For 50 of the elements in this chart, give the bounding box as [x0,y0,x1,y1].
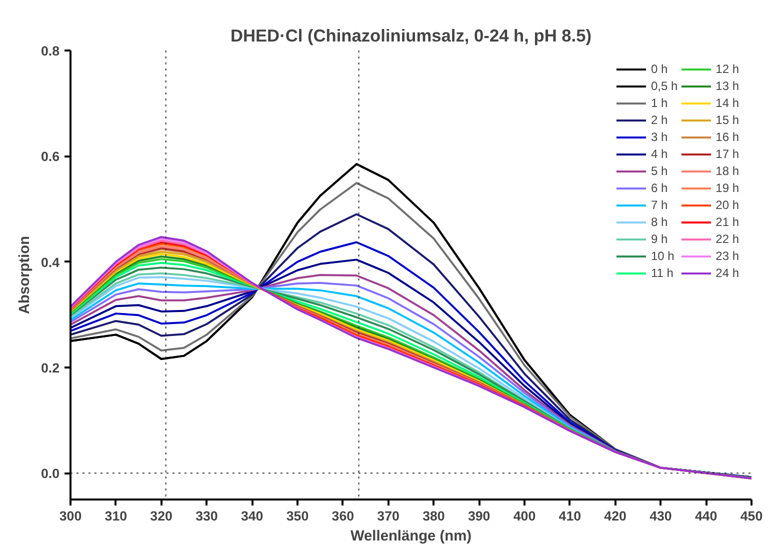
legend-label: 13 h [716,79,739,93]
legend-label: 10 h [650,249,674,263]
x-tick-label: 340 [240,508,264,524]
legend-label: 12 h [716,62,739,76]
x-tick-label: 310 [104,508,128,524]
x-tick-label: 390 [468,508,490,524]
chart-title: DHED·Cl (Chinazoliniumsalz, 0-24 h, pH 8.5) [230,26,592,46]
x-tick-label: 300 [59,508,82,524]
y-tick-label: 0.6 [40,149,60,164]
x-tick-label: 420 [604,508,626,524]
x-tick-label: 370 [377,508,400,524]
x-tick-label: 430 [650,508,672,524]
x-tick-label: 360 [332,508,354,524]
legend-label: 24 h [716,266,739,280]
legend-label: 7 h [650,198,669,212]
x-tick-label: 380 [422,508,445,524]
x-tick-label: 350 [286,508,309,524]
legend-label: 6 h [650,181,669,195]
legend-label: 19 h [716,181,739,195]
legend-label: 0 h [650,62,669,76]
legend-label: 0,5 h [650,79,678,93]
x-axis-title: Wellenlänge (nm) [350,528,472,544]
legend-label: 11 h [650,266,674,280]
y-tick-label: 0.4 [40,254,60,270]
legend-label: 2 h [650,113,669,127]
legend-label: 3 h [650,130,669,144]
x-tick-label: 440 [694,508,718,524]
legend-label: 16 h [716,130,739,144]
legend-label: 8 h [650,215,669,229]
legend-label: 22 h [716,232,739,246]
legend-label: 15 h [716,113,739,127]
x-tick-label: 410 [558,508,582,524]
x-tick-label: 330 [196,508,218,524]
legend-label: 21 h [716,215,739,229]
x-tick-label: 450 [740,508,763,524]
legend-label: 20 h [716,198,739,212]
x-tick-label: 320 [150,508,172,524]
y-tick-label: 0.8 [40,44,60,58]
y-axis-title: Absorption [16,236,33,314]
legend-label: 1 h [650,96,669,110]
legend-label: 5 h [650,164,669,178]
legend-label: 18 h [716,164,739,178]
x-tick-label: 400 [513,508,536,524]
legend-label: 23 h [716,249,739,263]
y-tick-label: 0.2 [40,360,60,376]
legend-label: 9 h [650,232,669,246]
legend-label: 14 h [716,96,739,110]
legend-label: 17 h [716,147,739,161]
y-tick-label: 0.0 [40,466,60,482]
legend-label: 4 h [650,147,669,161]
